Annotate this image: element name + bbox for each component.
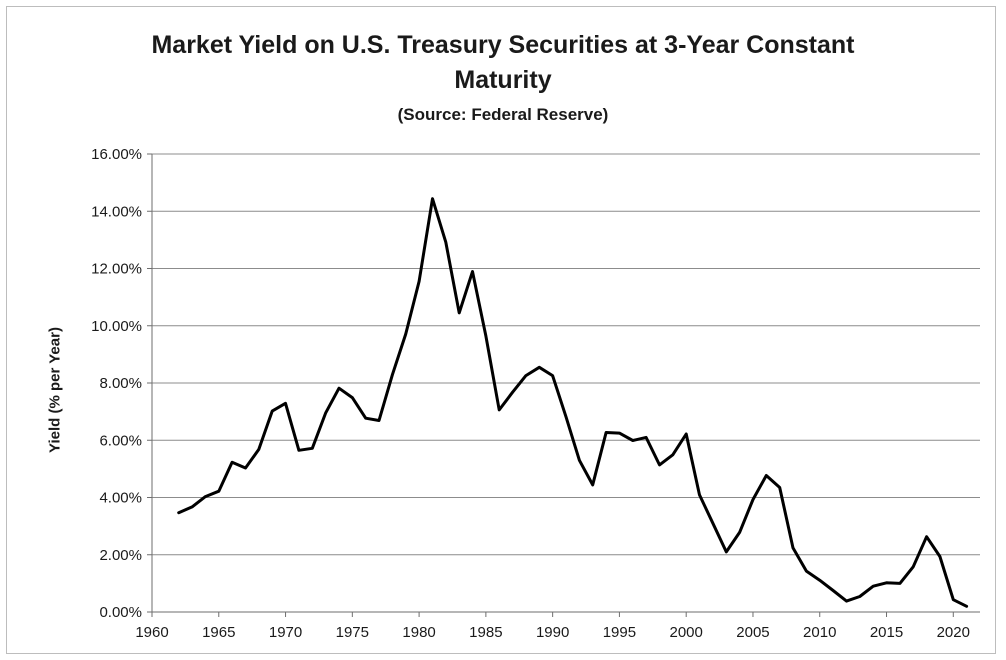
data-point [898,581,902,585]
data-point [471,270,475,274]
data-point [324,411,328,415]
chart-title: Market Yield on U.S. Treasury Securities… [151,31,855,59]
chart-subtitle: (Source: Federal Reserve) [397,105,609,124]
y-tick-label: 2.00% [99,547,142,564]
data-point [284,401,288,405]
data-point [350,396,354,400]
data-point [764,473,768,477]
y-tick-label: 14.00% [91,203,142,220]
data-point [617,431,621,435]
y-tick-label: 10.00% [91,318,142,335]
data-point [377,418,381,422]
x-tick-label: 2020 [937,624,970,641]
x-tick-label: 1980 [402,624,435,641]
data-point [644,435,648,439]
data-point [564,415,568,419]
data-point [844,599,848,603]
data-point [497,408,501,412]
x-tick-label: 2000 [670,624,703,641]
data-point [591,483,595,487]
y-tick-label: 6.00% [99,432,142,449]
data-point [911,565,915,569]
data-point [791,546,795,550]
data-point [390,373,394,377]
data-point [684,432,688,436]
x-tick-label: 2010 [803,624,836,641]
data-point [243,466,247,470]
data-point [751,498,755,502]
x-tick-label: 1995 [603,624,636,641]
x-tick-label: 1970 [269,624,302,641]
y-tick-label: 8.00% [99,375,142,392]
data-point [871,584,875,588]
data-point [738,530,742,534]
data-point [951,598,955,602]
data-point [203,495,207,499]
data-point [551,374,555,378]
x-tick-label: 2005 [736,624,769,641]
data-point [457,311,461,315]
x-tick-label: 1965 [202,624,235,641]
data-point [537,365,541,369]
data-point [257,447,261,451]
data-point [577,458,581,462]
data-point [698,493,702,497]
x-tick-label: 1985 [469,624,502,641]
data-point [818,578,822,582]
data-point [190,505,194,509]
chart-frame [6,6,996,654]
data-point [511,390,515,394]
data-point [524,374,528,378]
data-point [177,511,181,515]
y-tick-label: 12.00% [91,261,142,278]
data-point [858,595,862,599]
data-point [938,554,942,558]
series-line [177,197,969,608]
data-point [417,279,421,283]
data-point [631,439,635,443]
data-point [671,453,675,457]
data-point [337,386,341,390]
y-tick-label: 16.00% [91,146,142,163]
data-point [885,581,889,585]
data-point [430,197,434,201]
data-point [711,521,715,525]
x-tick-label: 2015 [870,624,903,641]
data-point [217,489,221,493]
data-point [364,416,368,420]
data-point [484,334,488,338]
data-point [724,550,728,554]
data-point [270,409,274,413]
data-point [604,431,608,435]
data-point [310,446,314,450]
data-point [404,332,408,336]
data-point [230,460,234,464]
chart-title-line2: Maturity [454,66,552,94]
data-point [778,485,782,489]
data-point [831,589,835,593]
data-point [965,604,969,608]
x-tick-label: 1990 [536,624,569,641]
data-point [297,448,301,452]
y-tick-label: 4.00% [99,490,142,507]
y-tick-label: 0.00% [99,604,142,621]
data-point [925,535,929,539]
data-point [804,569,808,573]
x-tick-label: 1975 [336,624,369,641]
data-point [444,240,448,244]
data-point [657,463,661,467]
x-tick-label: 1960 [135,624,168,641]
